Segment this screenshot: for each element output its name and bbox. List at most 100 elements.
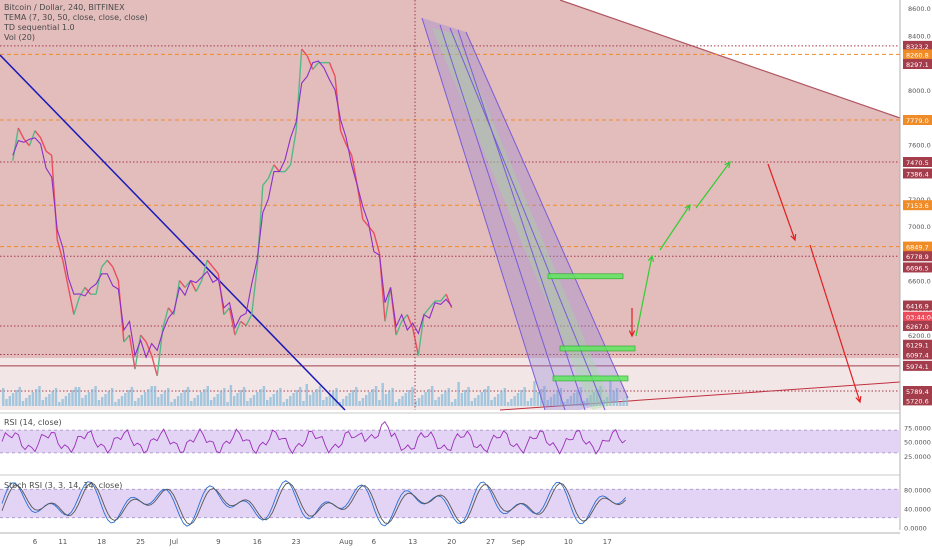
volume-bar: [130, 387, 134, 406]
chart-legend: Bitcoin / Dollar, 240, BITFINEX TEMA (7,…: [4, 3, 148, 43]
volume-bar: [107, 391, 110, 406]
legend-td-sequential[interactable]: TD sequential 1.0: [4, 23, 75, 32]
price-level-tag-label: 03:44:04: [906, 314, 932, 322]
arrow-head: [628, 330, 636, 338]
volume-bar: [61, 399, 64, 406]
volume-bar: [500, 391, 503, 406]
consolidation-box: [547, 273, 624, 280]
volume-bar: [58, 402, 61, 406]
volume-bar: [536, 392, 539, 406]
time-tick-label: 23: [292, 538, 301, 546]
volume-bar: [596, 389, 599, 406]
price-segment: [223, 307, 231, 316]
stoch-panel-label[interactable]: Stoch RSI (3, 3, 14, 14, close): [4, 481, 123, 490]
rsi-tick-label: 75.0000: [904, 424, 931, 432]
legend-tema[interactable]: TEMA (7, 30, 50, close, close, close): [4, 13, 148, 22]
volume-bar: [84, 395, 87, 406]
price-level-tag-label: 5974.1: [906, 363, 929, 371]
price-segment: [128, 334, 136, 370]
volume-bar: [318, 386, 322, 406]
price-level-tag: [903, 115, 932, 126]
legend-symbol[interactable]: Bitcoin / Dollar, 240, BITFINEX: [4, 3, 125, 12]
price-segment: [250, 266, 258, 315]
volume-bar: [2, 388, 5, 406]
volume-bar: [605, 397, 609, 406]
volume-bar: [38, 386, 41, 406]
volume-bar: [77, 387, 81, 406]
volume-bar: [213, 397, 216, 406]
time-axis: 6 11 18 25 Jul 9 16 23 Aug 6 13 20 27 Sep 10 17: [0, 532, 900, 546]
price-level-tag: [903, 320, 932, 331]
price-segment: [123, 334, 130, 343]
legend-volume[interactable]: Vol (20): [4, 33, 35, 42]
price-segment: [45, 150, 53, 156]
stoch-tick-label: 0.0000: [904, 524, 927, 532]
volume-bar: [246, 401, 249, 406]
price-segment: [262, 177, 269, 186]
red-arrow-down: [767, 163, 797, 242]
volume-bar: [622, 399, 625, 406]
volume-bar: [602, 400, 605, 406]
price-level-tag-label: 8297.1: [906, 61, 929, 69]
volume-bar: [520, 390, 523, 406]
arrow-head: [647, 254, 655, 262]
volume-bar: [21, 401, 25, 406]
volume-bar: [279, 388, 282, 406]
volume-bar: [503, 388, 506, 406]
price-segment: [134, 334, 142, 370]
price-tick-label: 7000.0: [908, 223, 931, 231]
volume-bar: [292, 393, 295, 406]
price-segment: [395, 321, 403, 336]
price-tick-label: 6200.0: [908, 332, 931, 340]
volume-bar: [572, 393, 576, 406]
volume-bar: [289, 396, 292, 406]
volume-bar: [569, 396, 572, 406]
volume-bar: [262, 386, 266, 406]
volume-bar: [48, 394, 51, 406]
price-level-tag-label: 7779.0: [906, 117, 929, 125]
volume-bar: [589, 395, 592, 406]
volume-bar: [295, 390, 299, 406]
volume-bar: [464, 390, 467, 406]
volume-bar: [497, 394, 500, 406]
price-segment: [284, 164, 292, 173]
time-tick-label: 17: [603, 538, 612, 546]
price-axis-bg: [900, 0, 932, 550]
volume-bar: [619, 402, 622, 406]
volume-bar: [388, 391, 391, 406]
price-segment: [112, 266, 119, 281]
rsi-panel-label[interactable]: RSI (14, close): [4, 418, 62, 427]
channel-line: [421, 17, 546, 411]
price-level-tag: [903, 251, 932, 262]
price-level-tag-label: 7386.4: [906, 170, 929, 178]
tema-line: [12, 60, 453, 359]
volume-bar: [460, 393, 464, 406]
volume-bar: [266, 400, 269, 406]
volume-bar: [599, 386, 602, 406]
green-arrow-up: [635, 254, 655, 337]
price-level-tag-label: 6778.9: [906, 253, 929, 261]
volume-bar: [51, 391, 54, 406]
volume-bar: [153, 386, 157, 406]
volume-bar: [117, 399, 120, 406]
rsi-tick-label: 50.0000: [904, 439, 931, 447]
volume-bar: [444, 391, 447, 406]
price-segment: [151, 355, 158, 377]
price-level-tag: [903, 262, 932, 273]
volume-bar: [209, 400, 213, 406]
volume-bar: [487, 386, 490, 406]
arrow-shaft: [695, 161, 731, 209]
downtrend-line: [0, 54, 346, 411]
volume-bar: [592, 392, 596, 406]
volume-bar: [229, 385, 233, 406]
price-segment: [73, 296, 81, 315]
volume-bar: [421, 395, 424, 406]
volume-bar: [25, 398, 28, 406]
volume-bar: [401, 396, 404, 406]
volume-bar: [345, 396, 348, 406]
lower-zone: [0, 358, 900, 410]
volume-bar: [417, 398, 421, 406]
price-segment: [145, 341, 153, 356]
price-segment: [189, 280, 197, 292]
